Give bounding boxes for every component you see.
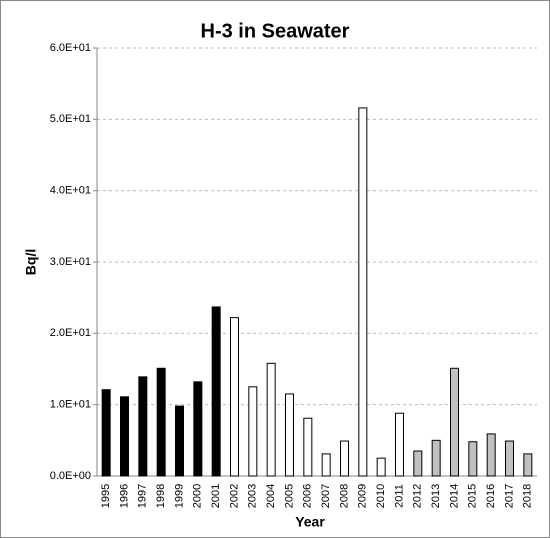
- x-tick-label: 2017: [503, 484, 515, 508]
- y-tick-label: 6.0E+01: [50, 42, 91, 54]
- x-tick-label: 1997: [137, 484, 149, 508]
- bar: [156, 367, 166, 477]
- x-tick-label: 2014: [448, 484, 460, 508]
- bar: [450, 367, 459, 477]
- bar: [101, 389, 111, 477]
- x-tick-label: 2015: [467, 484, 479, 508]
- x-tick-label: 2012: [412, 484, 424, 508]
- y-tick-label: 3.0E+01: [50, 256, 91, 268]
- bar: [120, 396, 129, 477]
- bar: [358, 107, 368, 477]
- x-tick-label: 2007: [320, 484, 332, 508]
- bar: [266, 362, 276, 477]
- bar: [175, 405, 184, 477]
- x-tick-label: 2002: [228, 484, 240, 508]
- x-tick-label: 2008: [338, 484, 350, 508]
- x-tick-label: 2000: [192, 484, 204, 508]
- chart-title: H-3 in Seawater: [201, 20, 350, 42]
- y-tick-label: 0.0E+00: [50, 470, 91, 482]
- bar: [395, 412, 404, 477]
- x-tick-label: 1998: [155, 484, 167, 508]
- x-tick-label: 2006: [302, 484, 314, 508]
- x-tick-label: 2005: [283, 484, 295, 508]
- x-tick-label: 1995: [100, 484, 112, 508]
- bar: [230, 317, 239, 477]
- bar: [486, 433, 496, 477]
- x-tick-label: 2011: [393, 484, 405, 508]
- bar: [505, 440, 514, 477]
- bar: [468, 441, 478, 477]
- bar: [413, 450, 423, 477]
- y-tick-label: 4.0E+01: [50, 185, 91, 197]
- bar: [285, 393, 294, 477]
- x-axis-label: Year: [295, 514, 325, 530]
- y-axis-label: Bq/l: [23, 249, 39, 275]
- x-tick-label: 2004: [265, 484, 277, 508]
- bar: [193, 381, 203, 477]
- bar: [211, 306, 221, 477]
- bar: [340, 440, 349, 477]
- bar: [138, 376, 148, 477]
- bar: [376, 457, 386, 477]
- x-tick-label: 1996: [118, 484, 130, 508]
- y-tick-label: 5.0E+01: [50, 113, 91, 125]
- x-tick-label: 2013: [430, 484, 442, 508]
- y-tick-label: 2.0E+01: [50, 327, 91, 339]
- x-tick-label: 2016: [485, 484, 497, 508]
- bar: [303, 417, 313, 477]
- bar: [431, 439, 441, 477]
- y-tick-label: 1.0E+01: [50, 399, 91, 411]
- x-tick-label: 2018: [522, 484, 534, 508]
- x-tick-label: 2009: [357, 484, 369, 508]
- x-tick-label: 2001: [210, 484, 222, 508]
- bar: [523, 453, 533, 477]
- x-tick-label: 2003: [247, 484, 259, 508]
- bar: [248, 386, 258, 477]
- x-tick-label: 1999: [173, 484, 185, 508]
- x-tick-label: 2010: [375, 484, 387, 508]
- bar: [321, 453, 331, 477]
